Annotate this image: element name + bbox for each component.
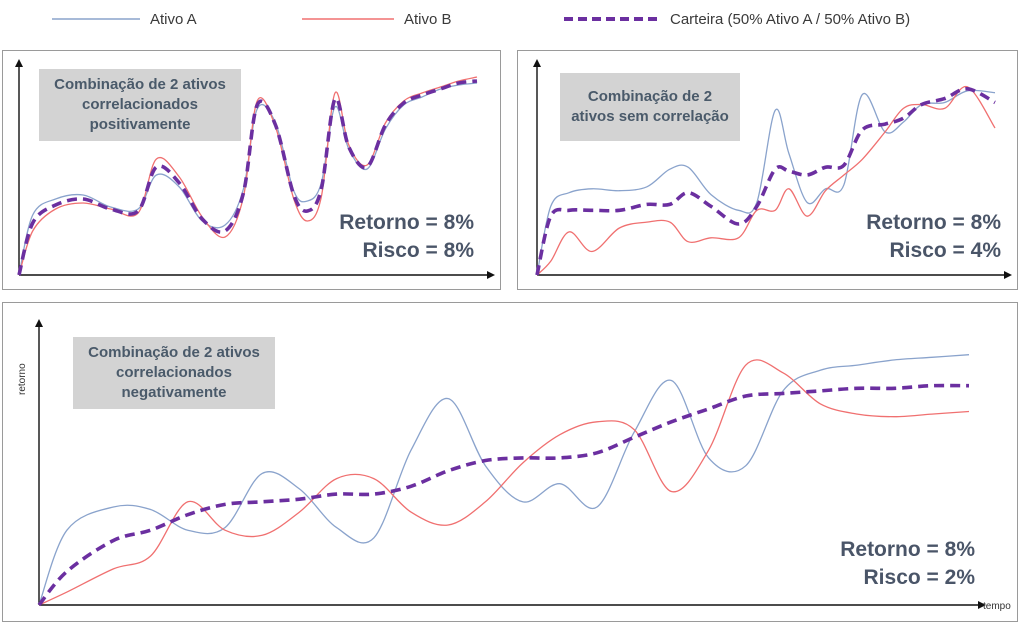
x-axis-arrow <box>1004 271 1012 279</box>
legend-label-carteira: Carteira (50% Ativo A / 50% Ativo B) <box>670 10 911 28</box>
panel-no-correlation: Combinação de 2 ativos sem correlação Re… <box>517 50 1018 290</box>
series-carteira-line <box>37 383 970 607</box>
panel-stats-uncorrelated: Retorno = 8% Risco = 4% <box>866 209 1001 265</box>
panel-title-negative: Combinação de 2 ativos correlacionados n… <box>73 337 275 409</box>
legend-swatch-ativo-b <box>302 18 394 20</box>
panel-stats-positive: Retorno = 8% Risco = 8% <box>339 209 474 265</box>
legend-item-carteira: Carteira (50% Ativo A / 50% Ativo B) <box>564 8 910 30</box>
chart-no-correlation <box>533 59 1012 279</box>
series-carteira-line <box>17 79 478 276</box>
return-text-positive: Retorno = 8% <box>339 211 474 234</box>
panel-title-positive: Combinação de 2 ativos correlacionados p… <box>39 69 241 141</box>
panel-stats-negative: Retorno = 8% Risco = 2% <box>840 536 975 592</box>
legend-label-ativo-a: Ativo A <box>150 10 197 28</box>
return-text-uncorrelated: Retorno = 8% <box>866 211 1001 234</box>
series-ativo-a-line <box>536 89 996 276</box>
chart-negative-correlation <box>35 319 986 609</box>
panel-title-uncorrelated: Combinação de 2 ativos sem correlação <box>560 73 740 141</box>
series-ativo-a-line <box>38 354 970 606</box>
legend-item-ativo-a: Ativo A <box>52 8 197 30</box>
x-axis-arrow <box>487 271 495 279</box>
return-text-negative: Retorno = 8% <box>840 538 975 561</box>
chart-legend: Ativo A Ativo B Carteira (50% Ativo A / … <box>0 0 1023 40</box>
risk-text-uncorrelated: Risco = 4% <box>889 239 1001 262</box>
y-axis-arrow <box>15 59 23 67</box>
x-axis-arrow <box>978 601 986 609</box>
panel-positive-correlation: Combinação de 2 ativos correlacionados p… <box>2 50 501 290</box>
risk-text-positive: Risco = 8% <box>362 239 474 262</box>
risk-text-negative: Risco = 2% <box>863 566 975 589</box>
y-axis-arrow <box>35 319 43 327</box>
legend-label-ativo-b: Ativo B <box>404 10 452 28</box>
legend-swatch-carteira <box>564 17 660 21</box>
legend-swatch-ativo-a <box>52 18 140 20</box>
series-carteira-line <box>535 86 996 276</box>
series-ativo-b-line <box>536 86 996 276</box>
chart-positive-correlation <box>15 59 495 279</box>
y-axis-label: retorno <box>17 363 28 395</box>
x-axis-label: tempo <box>983 601 1011 612</box>
panel-negative-correlation: Combinação de 2 ativos correlacionados n… <box>2 302 1018 622</box>
series-ativo-b-line <box>38 359 970 606</box>
y-axis-arrow <box>533 59 541 67</box>
legend-item-ativo-b: Ativo B <box>302 8 452 30</box>
